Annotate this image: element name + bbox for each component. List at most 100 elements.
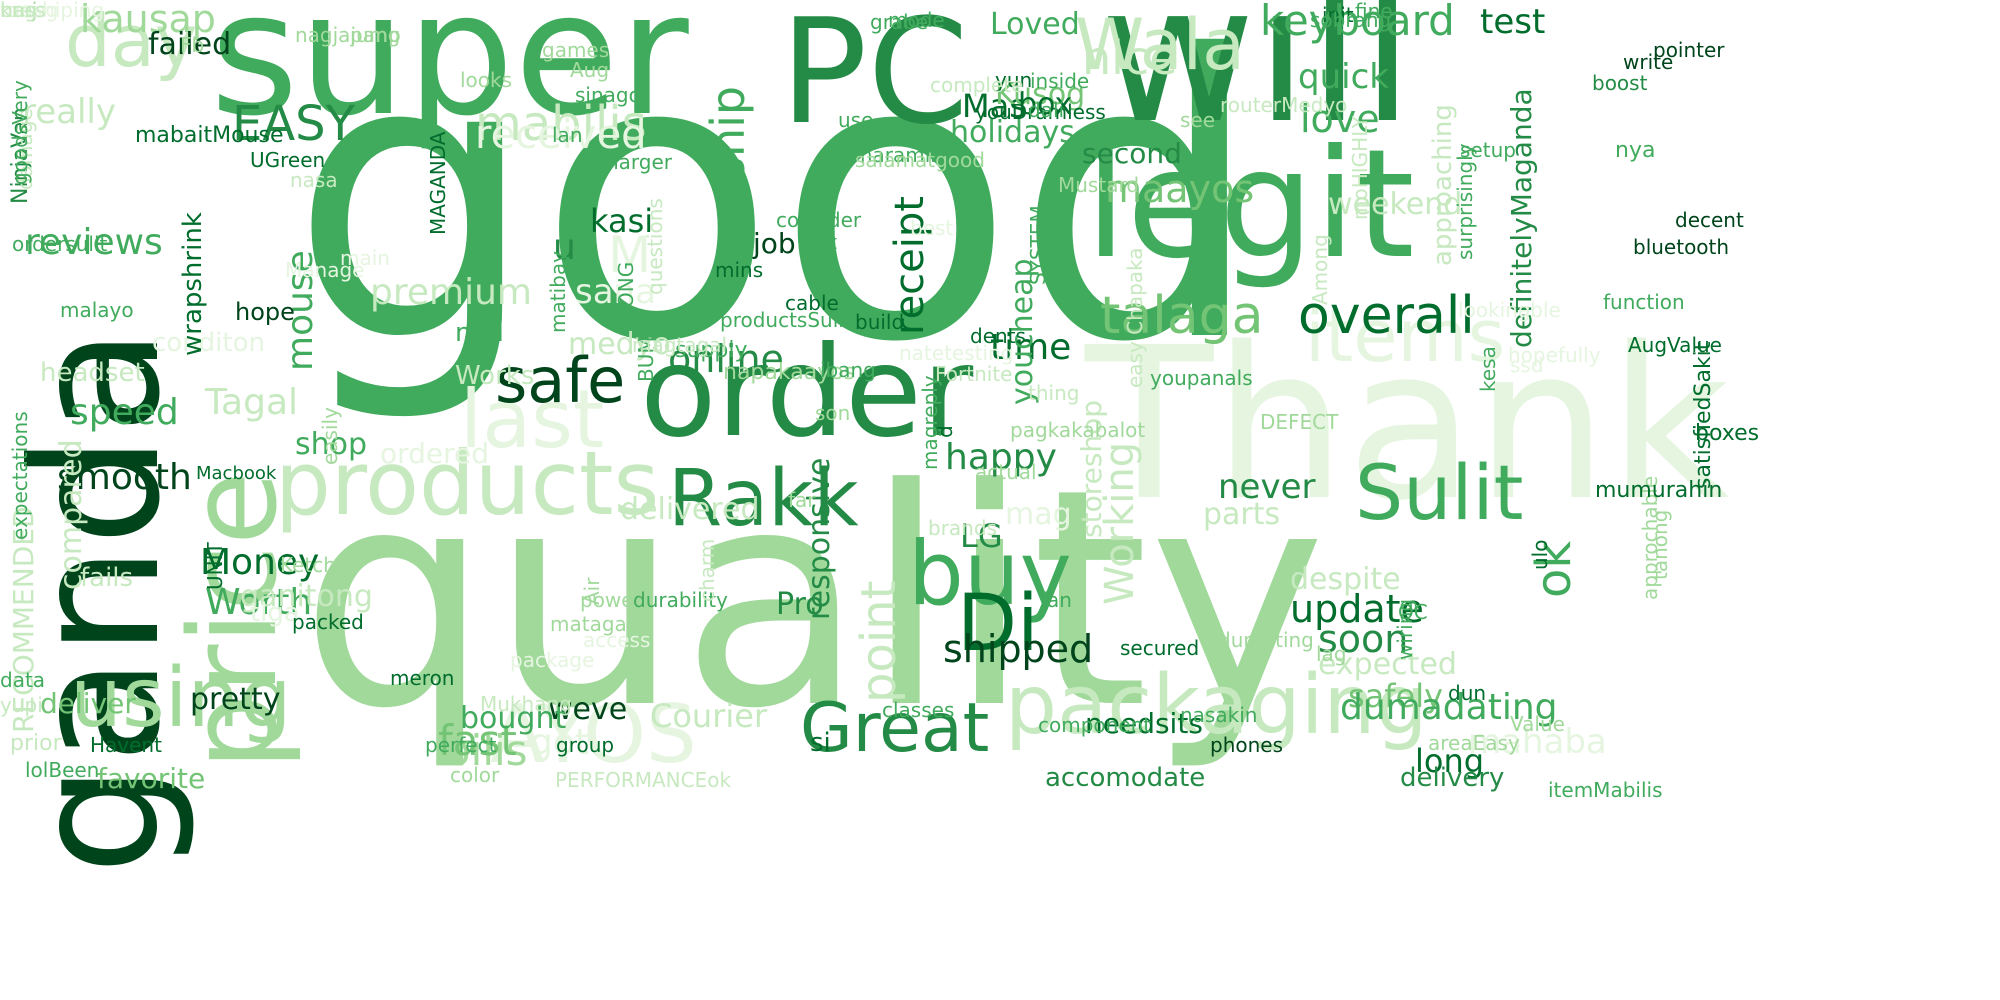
word: ulo [1528,539,1552,570]
word: Mukhang [480,692,572,716]
word: cable [785,291,839,315]
word: delivery [1400,763,1505,793]
word: Thank [1085,302,1730,547]
word: day [65,0,198,83]
word: weve [548,692,628,727]
word: quality [300,425,1327,774]
word: medyo [568,327,671,362]
word: package [510,648,595,672]
word: Money [200,542,320,583]
word: keyboard [1260,0,1455,45]
word: Fb [180,33,205,57]
word: delivered [620,492,760,527]
word: needsits [1085,707,1203,740]
word: easy Chapaka [1123,247,1147,388]
word: Among [1308,234,1332,305]
word: PC [780,0,969,157]
word: second [1082,137,1182,170]
word: main [340,246,390,270]
word: Rakk [668,454,859,544]
word: job [753,227,796,260]
word: pagkakabalot [1010,418,1146,442]
word: time [990,327,1072,368]
word: actual [975,460,1037,484]
word: AYOS [490,688,697,781]
word: expected [1318,647,1457,682]
word: d [933,425,957,438]
word: Mas [962,87,1026,125]
word: areaEasy [1428,731,1520,755]
word: nasakin [1180,703,1258,727]
word: best [910,216,954,240]
word: headset [40,358,145,388]
word: really [22,92,116,132]
word: pang [350,23,401,47]
word: box [1018,87,1073,122]
word: magtagal [632,333,728,357]
word: looks [460,68,513,92]
word: questions [643,198,667,295]
word: mode [888,8,945,32]
word: hopefully [1508,343,1601,367]
word: favorite [97,762,206,795]
word: nasa [290,168,338,192]
word: group [556,733,615,757]
word: hope [235,298,295,326]
word: EASY [232,96,355,152]
word: online [668,337,784,381]
word: super [210,0,689,154]
word: packaging [1005,658,1428,753]
word: goodsVery [8,80,32,185]
word: reviews [25,222,163,263]
word: pretty [190,682,281,717]
word: see [1180,108,1216,132]
word: Great [800,689,990,768]
word: despite [1290,562,1401,597]
word: kausap [80,0,216,41]
word: easily [318,407,342,465]
word: bluetooth [1633,235,1730,259]
word: shipped [943,627,1094,671]
word: phones [1210,733,1284,757]
word: wiring [1393,598,1417,660]
word: Loved [990,7,1080,42]
word: Aug [570,58,610,82]
word: talaga [1100,286,1264,346]
word: youpanals [1150,366,1253,390]
word: decent [1675,208,1744,232]
word: use [838,108,874,132]
word: LG [960,517,1003,555]
word: bilis [444,726,528,775]
word: inside [1030,69,1090,93]
word: soon [1318,617,1409,661]
word: yet [805,230,837,254]
word: component [1038,713,1152,737]
word: maayos [1105,167,1255,211]
word: color [450,763,500,787]
word: matibay [546,251,570,333]
word: dun [1448,681,1487,705]
word: UNIT [203,542,227,590]
word: supply [675,338,748,363]
word: u [553,227,576,268]
word: satisfiedSakit [1691,341,1716,489]
word: Kusog [995,77,1086,112]
word: mabaitMouse [135,123,284,148]
word: weekend [1328,187,1463,222]
word: sinagot [575,83,649,107]
word: love [1300,97,1380,141]
word: AugValue [1628,333,1722,357]
word: son [815,401,851,425]
word: sana [575,272,656,312]
word: looking [1458,298,1531,322]
word: productsSulit [720,308,852,332]
word: itemMabilis [1548,778,1663,802]
word: charm [695,538,719,602]
word: access [583,628,651,652]
word: malayo [60,298,134,322]
word: ordersulit [12,232,108,256]
word: long [1415,742,1485,780]
word: salamatgood [855,148,985,172]
word: meron [390,666,455,690]
